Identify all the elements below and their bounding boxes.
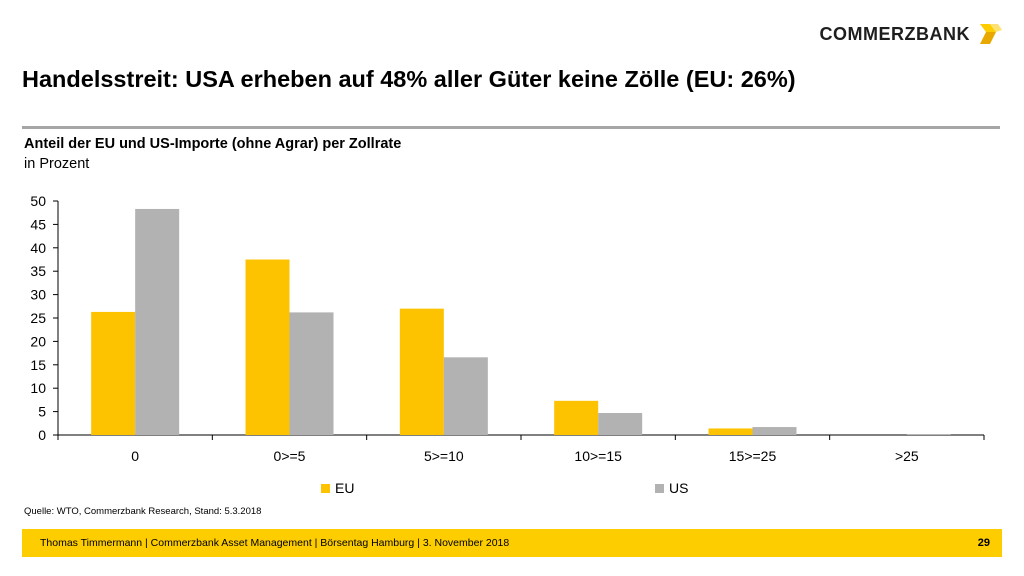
legend-swatch-eu xyxy=(321,483,330,493)
bar-us-2 xyxy=(443,357,488,435)
chart-subtitle: in Prozent xyxy=(24,156,90,172)
footer-text: Thomas Timmermann | Commerzbank Asset Ma… xyxy=(40,537,510,549)
y-tick-label: 35 xyxy=(30,263,46,279)
source-note: Quelle: WTO, Commerzbank Research, Stand… xyxy=(24,506,262,517)
y-tick-label: 5 xyxy=(38,404,46,420)
y-tick-label: 25 xyxy=(30,310,46,326)
x-tick-label: >25 xyxy=(895,448,919,464)
page-number: 29 xyxy=(977,537,990,549)
footer-bar: Thomas Timmermann | Commerzbank Asset Ma… xyxy=(22,529,1002,557)
page-title: Handelsstreit: USA erheben auf 48% aller… xyxy=(22,66,796,92)
x-tick-label: 0>=5 xyxy=(274,448,306,464)
y-tick-label: 30 xyxy=(30,287,46,303)
legend-swatch-us xyxy=(655,483,664,493)
x-tick-label: 15>=25 xyxy=(729,448,777,464)
bar-eu-3 xyxy=(554,400,599,435)
y-tick-label: 40 xyxy=(30,240,46,256)
legend-item-us: US xyxy=(655,480,688,496)
x-tick-label: 10>=15 xyxy=(574,448,622,464)
bar-eu-0 xyxy=(91,311,136,435)
title-divider xyxy=(22,126,1000,129)
x-tick-label: 0 xyxy=(131,448,139,464)
legend-item-eu: EU xyxy=(321,480,354,496)
commerzbank-logo: COMMERZBANK xyxy=(820,22,1002,46)
bar-us-3 xyxy=(598,413,643,435)
commerzbank-ribbon-icon xyxy=(980,24,1002,44)
bar-chart: 0 5 10 15 20 25 30 35 40 45 50 0 0>=5 5>=10 10>=15 15>=… xyxy=(30,193,985,464)
y-tick-label: 15 xyxy=(30,357,46,373)
legend-label-eu: EU xyxy=(335,480,355,496)
y-tick-label: 10 xyxy=(30,380,46,396)
bar-us-0 xyxy=(135,208,180,435)
bar-eu-2 xyxy=(399,308,444,435)
x-tick-label: 5>=10 xyxy=(424,448,464,464)
legend-label-us: US xyxy=(669,480,689,496)
chart-title: Anteil der EU und US-Importe (ohne Agrar… xyxy=(24,136,402,152)
y-tick-label: 0 xyxy=(38,427,46,443)
logo-text: COMMERZBANK xyxy=(819,23,970,44)
bar-eu-4 xyxy=(708,428,753,435)
y-tick-label: 20 xyxy=(30,333,46,349)
chart-legend: EU US xyxy=(0,480,1024,500)
y-tick-label: 45 xyxy=(30,216,46,232)
y-tick-label: 50 xyxy=(30,193,46,209)
bar-us-4 xyxy=(752,427,797,435)
bar-us-5 xyxy=(906,434,951,435)
bar-eu-1 xyxy=(245,259,290,435)
bar-us-1 xyxy=(289,312,334,435)
